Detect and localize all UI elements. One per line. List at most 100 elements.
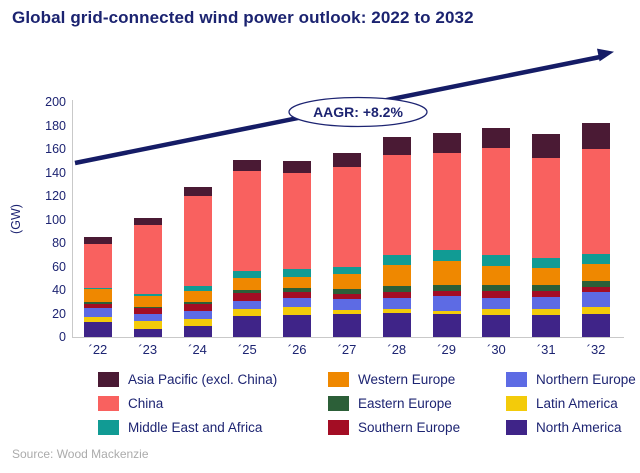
- legend-item: China: [98, 395, 328, 412]
- bar-segment: [133, 295, 162, 308]
- bar-segment: [582, 286, 611, 292]
- bar-segment: [332, 152, 361, 167]
- bar-segment: [233, 277, 262, 291]
- bar-segment: [133, 307, 162, 309]
- bar-segment: [233, 308, 262, 317]
- bar-segment: [532, 309, 561, 316]
- bar-segment: [183, 311, 212, 320]
- x-tick-label: ´32: [586, 342, 606, 357]
- x-tick-label: ´23: [138, 342, 158, 357]
- y-tick-label: 120: [45, 189, 66, 203]
- bar-segment: [432, 310, 461, 315]
- bar-segment: [532, 297, 561, 310]
- bar-segment: [183, 301, 212, 305]
- bar-segment: [233, 159, 262, 171]
- bar-segment: [532, 291, 561, 298]
- bar-segment: [382, 265, 411, 286]
- legend-label: Southern Europe: [358, 420, 461, 435]
- bar-segment: [332, 299, 361, 310]
- legend-item: Eastern Europe: [328, 395, 506, 412]
- bar-segment: [432, 132, 461, 153]
- legend-label: Northern Europe: [536, 372, 636, 387]
- x-tick-label: ´25: [237, 342, 257, 357]
- bar-segment: [233, 290, 262, 293]
- bar-26: [283, 160, 312, 337]
- legend-swatch: [328, 396, 349, 411]
- bar-segment: [233, 170, 262, 272]
- bar-segment: [482, 148, 511, 255]
- legend-item: Northern Europe: [506, 371, 640, 388]
- bar-segment: [532, 158, 561, 258]
- bar-segment: [83, 317, 112, 322]
- bar-segment: [532, 284, 561, 292]
- y-tick-label: 60: [52, 259, 66, 274]
- legend-label: China: [128, 396, 164, 411]
- legend-item: Asia Pacific (excl. China): [98, 371, 328, 388]
- bar-segment: [582, 149, 611, 255]
- bar-segment: [183, 285, 212, 292]
- bar-segment: [382, 155, 411, 256]
- bar-28: [382, 137, 411, 337]
- legend-item: Southern Europe: [328, 419, 506, 436]
- bar-segment: [382, 312, 411, 337]
- legend-swatch: [328, 372, 349, 387]
- bar-segment: [582, 254, 611, 265]
- bar-segment: [582, 307, 611, 314]
- bar-segment: [482, 314, 511, 337]
- bar-segment: [382, 309, 411, 313]
- legend-label: Latin America: [536, 396, 618, 411]
- bar-segment: [83, 307, 112, 318]
- y-tick-label: 20: [52, 306, 66, 321]
- bar-segment: [432, 261, 461, 285]
- bar-segment: [432, 250, 461, 262]
- bar-segment: [332, 166, 361, 267]
- bar-segment: [382, 255, 411, 266]
- legend-label: Western Europe: [358, 372, 456, 387]
- bar-segment: [283, 269, 312, 278]
- y-tick-label: 180: [45, 118, 66, 133]
- chart-title: Global grid-connected wind power outlook…: [12, 8, 474, 27]
- legend-item: Middle East and Africa: [98, 419, 328, 436]
- y-tick-label: 200: [45, 95, 66, 109]
- legend-swatch: [506, 420, 527, 435]
- bar-segment: [332, 274, 361, 290]
- legend-swatch: [506, 372, 527, 387]
- bar-segment: [283, 287, 312, 292]
- bars-area: [73, 102, 621, 337]
- x-tick-label: ´30: [487, 342, 506, 357]
- legend-item: North America: [506, 419, 640, 436]
- y-tick-label: 100: [45, 212, 66, 227]
- bar-23: [133, 218, 162, 337]
- bar-segment: [482, 297, 511, 310]
- bar-segment: [332, 266, 361, 275]
- bar-segment: [83, 289, 112, 303]
- x-tick-label: ´29: [437, 342, 456, 357]
- bar-segment: [133, 218, 162, 226]
- bar-segment: [332, 293, 361, 300]
- bar-segment: [482, 285, 511, 292]
- bar-segment: [83, 287, 112, 290]
- legend: Asia Pacific (excl. China) Western Europe…: [98, 371, 640, 436]
- bar-segment: [582, 264, 611, 281]
- bar-segment: [532, 257, 561, 268]
- bar-segment: [133, 313, 162, 322]
- bar-segment: [432, 284, 461, 292]
- bar-segment: [382, 137, 411, 156]
- bar-segment: [233, 300, 262, 309]
- y-tick-label: 80: [52, 236, 66, 250]
- bar-segment: [382, 285, 411, 292]
- legend-label: Asia Pacific (excl. China): [128, 372, 278, 387]
- y-axis: (GW) 0 20 40 60 80 100 120 140 160 180 200: [0, 0, 66, 473]
- bar-segment: [432, 296, 461, 311]
- legend-swatch: [98, 396, 119, 411]
- bar-segment: [532, 133, 561, 159]
- x-tick-label: ´28: [387, 342, 407, 357]
- bar-segment: [482, 309, 511, 315]
- bar-segment: [482, 254, 511, 266]
- bar-segment: [532, 267, 561, 285]
- legend-swatch: [328, 420, 349, 435]
- legend-swatch: [506, 396, 527, 411]
- bar-segment: [582, 313, 611, 337]
- bar-segment: [432, 291, 461, 297]
- legend-label: North America: [536, 420, 622, 435]
